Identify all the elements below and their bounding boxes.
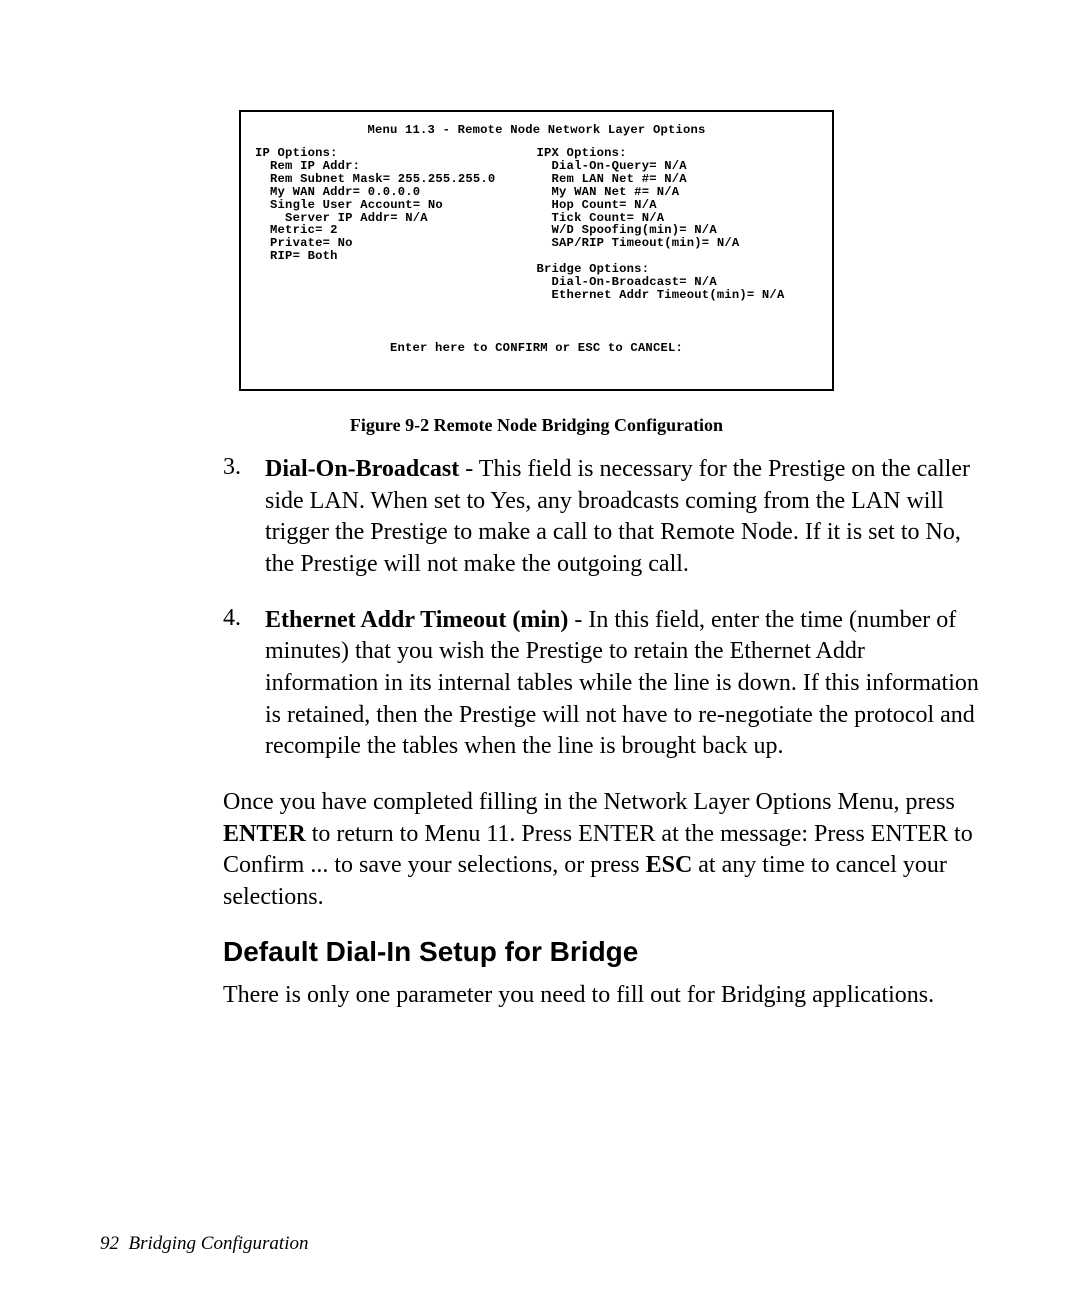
terminal-title: Menu 11.3 - Remote Node Network Layer Op… [255, 124, 818, 137]
list-body: Dial-On-Broadcast - This field is necess… [265, 454, 983, 581]
numbered-list: 3. Dial-On-Broadcast - This field is nec… [223, 454, 983, 763]
para-seg-a: Once you have completed filling in the N… [223, 789, 955, 815]
figure-caption: Figure 9-2 Remote Node Bridging Configur… [239, 415, 834, 436]
list-item-3: 3. Dial-On-Broadcast - This field is nec… [223, 454, 983, 581]
terminal-left-column: IP Options: Rem IP Addr: Rem Subnet Mask… [255, 147, 537, 302]
list-item-4: 4. Ethernet Addr Timeout (min) - In this… [223, 605, 983, 763]
term-enter: ENTER [223, 821, 306, 847]
page-footer: 92 Bridging Configuration [100, 1233, 309, 1255]
footer-title: Bridging Configuration [129, 1233, 309, 1254]
terminal-screenshot: Menu 11.3 - Remote Node Network Layer Op… [239, 110, 834, 391]
list-body: Ethernet Addr Timeout (min) - In this fi… [265, 605, 983, 763]
list-number: 3. [223, 454, 265, 581]
separator: - [568, 607, 588, 633]
terminal-right-column: IPX Options: Dial-On-Query= N/A Rem LAN … [537, 147, 819, 302]
term-ethernet-addr-timeout: Ethernet Addr Timeout (min) [265, 607, 568, 633]
paragraph-instructions: Once you have completed filling in the N… [223, 787, 983, 914]
page-number: 92 [100, 1233, 119, 1254]
term-esc: ESC [646, 852, 693, 878]
list-number: 4. [223, 605, 265, 763]
terminal-confirm-line: Enter here to CONFIRM or ESC to CANCEL: [255, 342, 818, 355]
term-dial-on-broadcast: Dial-On-Broadcast [265, 456, 459, 482]
paragraph-bridge-intro: There is only one parameter you need to … [223, 980, 983, 1012]
separator: - [459, 456, 479, 482]
document-page: Menu 11.3 - Remote Node Network Layer Op… [93, 0, 993, 1311]
terminal-columns: IP Options: Rem IP Addr: Rem Subnet Mask… [255, 147, 818, 302]
section-heading: Default Dial-In Setup for Bridge [223, 936, 983, 968]
body-text: 3. Dial-On-Broadcast - This field is nec… [223, 454, 983, 1011]
